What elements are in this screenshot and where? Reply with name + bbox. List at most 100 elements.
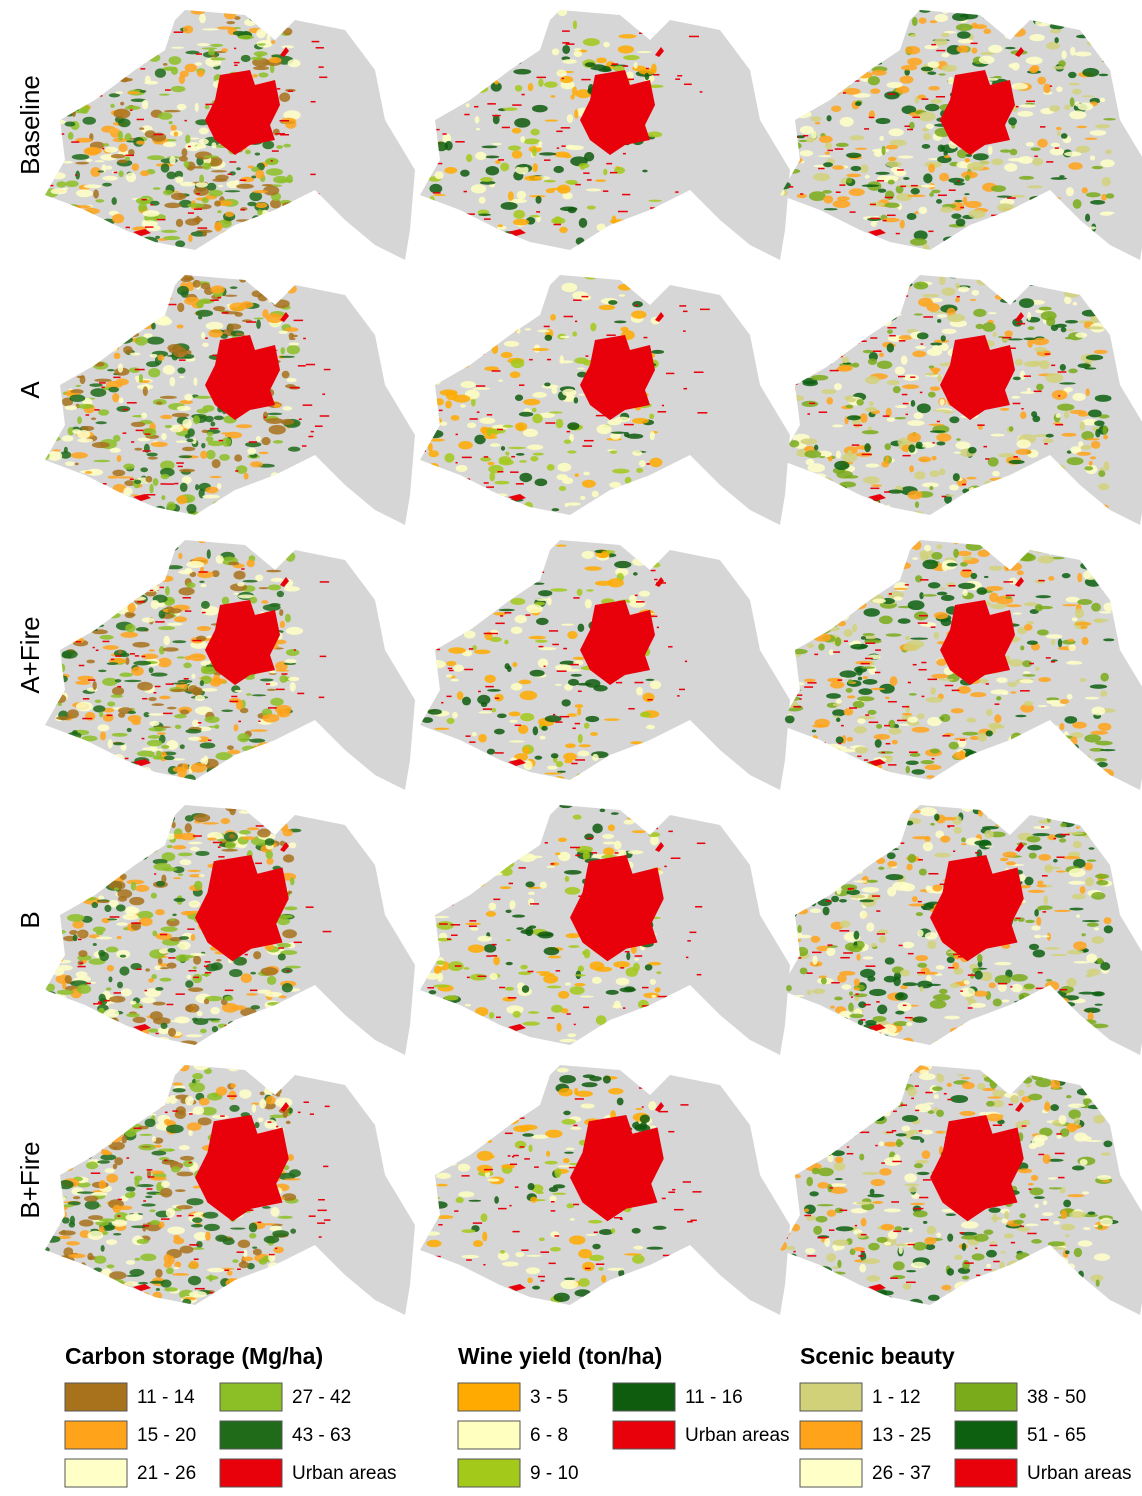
land-patch <box>514 753 529 761</box>
land-patch <box>1001 691 1009 695</box>
land-patch <box>233 237 241 241</box>
urban-speck <box>117 685 122 688</box>
land-patch <box>968 486 976 497</box>
urban-speck <box>1005 594 1015 597</box>
land-patch <box>474 116 480 124</box>
land-patch <box>956 438 961 441</box>
land-patch <box>1029 547 1037 552</box>
land-patch <box>78 762 92 767</box>
land-patch <box>62 187 69 190</box>
land-patch <box>532 407 537 413</box>
land-patch <box>444 453 455 463</box>
land-patch <box>213 306 226 312</box>
land-patch <box>91 629 108 635</box>
land-patch <box>780 10 791 19</box>
land-patch <box>1041 233 1048 239</box>
urban-speck <box>454 98 461 100</box>
land-patch <box>800 438 818 445</box>
land-patch <box>1056 86 1063 93</box>
urban-speck <box>195 53 203 55</box>
land-patch <box>289 877 295 886</box>
land-patch <box>884 202 900 208</box>
land-patch <box>1090 440 1101 449</box>
land-patch <box>888 719 896 729</box>
urban-speck <box>51 392 62 394</box>
land-patch <box>84 326 96 329</box>
land-patch <box>644 486 650 492</box>
urban-speck <box>802 134 809 137</box>
land-patch <box>460 169 470 177</box>
land-patch <box>173 833 185 840</box>
land-patch <box>237 582 245 587</box>
land-patch <box>831 299 846 303</box>
land-patch <box>862 635 877 640</box>
land-patch <box>916 403 931 414</box>
land-patch <box>1077 599 1093 605</box>
urban-spot <box>1015 312 1024 322</box>
land-patch <box>98 895 105 901</box>
land-patch <box>523 138 541 145</box>
land-patch <box>59 279 78 282</box>
land-patch <box>1024 102 1036 105</box>
land-patch <box>96 936 113 940</box>
land-patch <box>991 745 1009 754</box>
land-patch <box>255 169 265 179</box>
land-patch <box>210 57 226 61</box>
land-patch <box>978 160 991 166</box>
urban-core <box>940 600 1015 685</box>
land-patch <box>89 623 98 630</box>
land-patch <box>138 202 148 212</box>
land-patch <box>457 580 470 586</box>
urban-speck <box>900 295 909 297</box>
urban-speck <box>294 744 302 746</box>
land-patch <box>514 84 523 92</box>
urban-speck <box>948 189 956 191</box>
land-patch <box>627 540 639 544</box>
land-patch <box>642 692 655 703</box>
land-patch <box>128 584 140 588</box>
land-patch <box>226 745 234 750</box>
land-patch <box>185 141 202 152</box>
land-patch <box>65 845 81 849</box>
land-patch <box>532 582 545 585</box>
land-patch <box>829 69 847 79</box>
land-patch <box>820 356 833 367</box>
land-patch <box>1080 561 1097 570</box>
urban-speck <box>582 445 593 447</box>
land-patch <box>647 131 663 138</box>
urban-speck <box>433 224 442 226</box>
urban-speck <box>460 769 467 772</box>
land-patch <box>535 639 548 643</box>
land-patch <box>908 444 916 453</box>
land-patch <box>1037 241 1053 249</box>
land-patch <box>498 327 503 336</box>
land-patch <box>45 279 58 285</box>
land-patch <box>63 392 82 395</box>
land-patch <box>941 52 950 58</box>
land-patch <box>538 141 543 146</box>
urban-speck <box>53 423 60 426</box>
land-patch <box>117 1026 125 1037</box>
land-patch <box>128 545 144 553</box>
land-patch <box>950 708 964 714</box>
land-patch <box>783 650 789 655</box>
land-patch <box>955 23 973 32</box>
land-patch <box>111 805 125 815</box>
land-patch <box>264 838 275 846</box>
land-patch <box>202 494 221 499</box>
land-patch <box>811 305 829 315</box>
urban-speck <box>142 450 151 452</box>
land-patch <box>123 487 133 496</box>
land-patch <box>149 1011 163 1021</box>
land-patch <box>104 146 118 153</box>
urban-speck <box>1034 155 1038 158</box>
land-patch <box>437 59 451 66</box>
land-patch <box>254 761 259 771</box>
urban-speck <box>854 342 860 344</box>
land-patch <box>948 76 954 85</box>
land-patch <box>794 630 802 637</box>
land-patch <box>164 833 176 840</box>
land-patch <box>171 46 185 49</box>
land-patch <box>631 310 647 319</box>
land-patch <box>939 398 945 406</box>
